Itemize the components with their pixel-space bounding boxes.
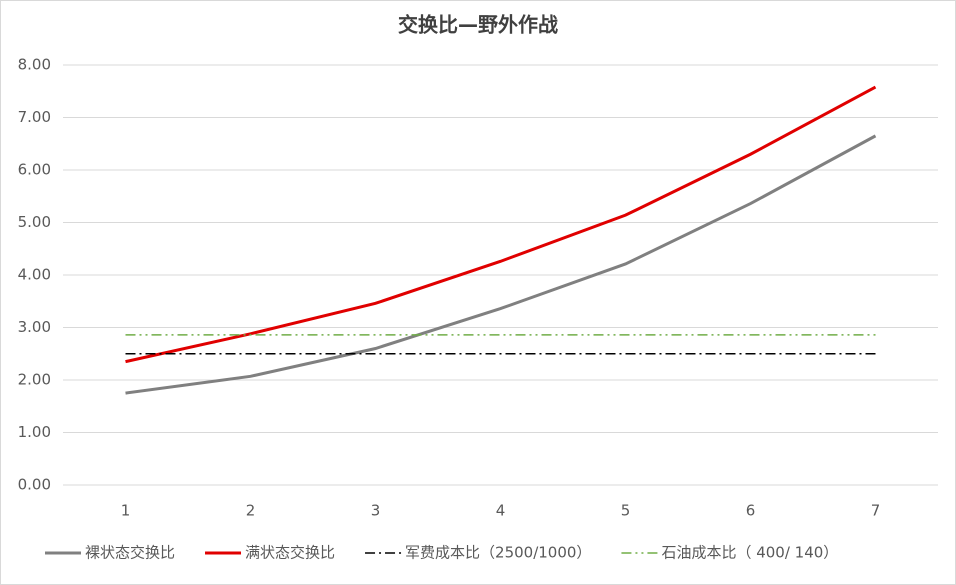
- y-tick-label: 6.00: [18, 161, 51, 179]
- series-line: [125, 134, 877, 395]
- y-tick-label: 7.00: [18, 108, 51, 126]
- x-tick-label: 3: [371, 502, 381, 520]
- x-tick-label: 4: [496, 502, 506, 520]
- legend-label: 裸状态交换比: [85, 544, 175, 562]
- y-tick-label: 1.00: [18, 423, 51, 441]
- legend-label: 军费成本比（2500/1000）: [405, 544, 591, 562]
- x-tick-label: 6: [746, 502, 756, 520]
- y-tick-label: 3.00: [18, 318, 51, 336]
- x-tick-label: 7: [871, 502, 881, 520]
- x-tick-label: 5: [621, 502, 631, 520]
- chart-title: 交换比—野外作战: [398, 13, 558, 37]
- y-tick-label: 0.00: [18, 476, 51, 494]
- y-tick-label: 8.00: [18, 56, 51, 74]
- y-tick-label: 2.00: [18, 371, 51, 389]
- series-line: [125, 85, 877, 364]
- x-tick-label: 2: [246, 502, 256, 520]
- legend-label: 满状态交换比: [245, 544, 335, 562]
- y-tick-label: 5.00: [18, 213, 51, 231]
- legend-label: 石油成本比（ 400/ 140）: [661, 544, 838, 562]
- y-tick-label: 4.00: [18, 266, 51, 284]
- x-tick-label: 1: [121, 502, 131, 520]
